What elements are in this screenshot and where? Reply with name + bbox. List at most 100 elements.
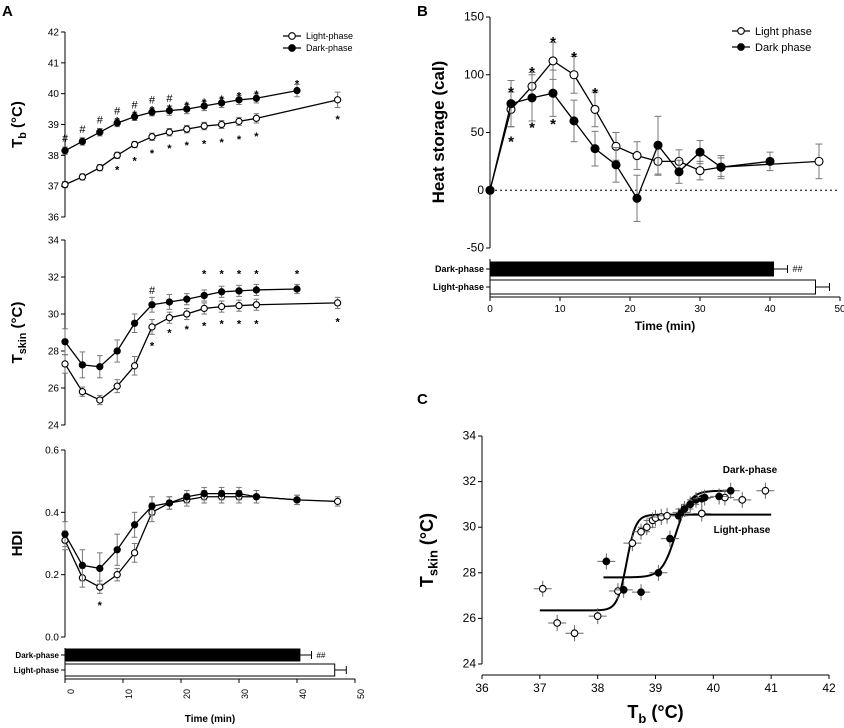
data-point xyxy=(62,339,68,345)
data-point xyxy=(727,487,734,494)
data-point xyxy=(132,363,138,369)
significance-mark: * xyxy=(592,85,598,102)
significance-mark: * xyxy=(185,324,190,336)
data-point xyxy=(132,141,138,147)
x-tick-label: 20 xyxy=(624,304,636,315)
y-tick-label: 36 xyxy=(48,213,60,224)
significance-mark: * xyxy=(508,134,514,151)
significance-mark: * xyxy=(115,165,120,177)
data-point xyxy=(132,320,138,326)
data-point xyxy=(149,134,155,140)
data-point xyxy=(236,288,242,294)
significance-mark: * xyxy=(237,269,242,281)
x-tick-label: 0 xyxy=(66,689,76,694)
data-point xyxy=(681,506,688,513)
bar-category-label: Light-phase xyxy=(433,282,484,292)
data-point xyxy=(571,630,578,637)
significance-mark: * xyxy=(150,105,155,117)
data-point xyxy=(219,491,225,497)
data-point xyxy=(633,152,641,160)
data-point xyxy=(62,182,68,188)
data-point xyxy=(97,565,103,571)
y-tick-label: 34 xyxy=(463,429,477,443)
data-point xyxy=(612,161,620,169)
data-point xyxy=(149,302,155,308)
significance-mark: * xyxy=(335,114,340,126)
data-point xyxy=(549,89,557,97)
data-point xyxy=(184,494,190,500)
legend-marker xyxy=(289,33,296,40)
significance-mark: * xyxy=(132,109,137,121)
data-point xyxy=(766,157,774,165)
data-point xyxy=(335,97,341,103)
significance-mark: # xyxy=(149,285,156,297)
data-point xyxy=(554,620,561,627)
data-point xyxy=(644,524,651,531)
data-point xyxy=(633,194,641,202)
significance-mark: * xyxy=(550,116,556,133)
data-point xyxy=(253,302,259,308)
significance-mark: * xyxy=(132,155,137,167)
y-tick-label: 100 xyxy=(464,67,484,81)
data-point xyxy=(253,115,259,121)
data-point xyxy=(739,497,746,504)
data-point xyxy=(184,296,190,302)
y-tick-label: 0 xyxy=(477,183,484,197)
data-point xyxy=(539,585,546,592)
x-tick-label: 38 xyxy=(591,681,605,695)
data-point xyxy=(638,589,645,596)
data-point xyxy=(603,558,610,565)
y-tick-label: 41 xyxy=(48,58,60,69)
data-point xyxy=(201,491,207,497)
y-tick-label: 30 xyxy=(48,310,60,321)
significance-mark: * xyxy=(202,320,207,332)
data-point xyxy=(655,570,662,577)
data-point xyxy=(184,311,190,317)
significance-mark: * xyxy=(529,120,535,137)
panel-label-c: C xyxy=(417,391,428,408)
data-point xyxy=(219,289,225,295)
x-tick-label: 40 xyxy=(764,304,776,315)
data-point xyxy=(114,383,120,389)
bar-chart: Dark-phase ##Light-phase0 10 20 30 40 50Time (… xyxy=(433,259,844,333)
x-tick-label: 41 xyxy=(764,681,778,695)
legend-marker xyxy=(738,28,745,35)
data-point xyxy=(591,145,599,153)
significance-mark: * xyxy=(219,94,224,106)
significance-mark: # xyxy=(79,124,86,136)
significance-mark: * xyxy=(185,100,190,112)
data-point xyxy=(654,141,662,149)
y-tick-label: 34 xyxy=(48,236,60,247)
legend-label: Light-phase xyxy=(306,31,353,41)
x-axis-title: Time (min) xyxy=(635,319,695,333)
data-point xyxy=(486,186,494,194)
data-point xyxy=(335,498,341,504)
y-axis-label: Tskin (°C) xyxy=(417,513,441,587)
panel-b: -50050100150******* *Light phaseDark phas… xyxy=(429,10,844,334)
data-point xyxy=(166,315,172,321)
bar-light-phase xyxy=(65,664,335,676)
data-point xyxy=(698,510,705,517)
data-point xyxy=(236,118,242,124)
y-tick-label: 150 xyxy=(464,10,484,24)
legend-marker xyxy=(738,44,745,51)
significance-mark: * xyxy=(167,143,172,155)
data-point xyxy=(664,513,671,520)
panel-label-a: A xyxy=(2,3,13,20)
significance-mark: * xyxy=(254,318,259,330)
data-point xyxy=(97,165,103,171)
figure: A B C 36373839404142####*#*#*#* * * * * *****… xyxy=(0,0,844,728)
significance-mark: * xyxy=(254,131,259,143)
bar-category-label: Dark-phase xyxy=(435,264,484,274)
series-line-light-phase xyxy=(65,303,338,400)
bar-category-label: Light-phase xyxy=(14,666,60,675)
y-axis-label: HDI xyxy=(9,531,26,557)
significance-mark: * xyxy=(254,269,259,281)
data-point xyxy=(79,389,85,395)
y-tick-label: 39 xyxy=(48,120,60,131)
y-axis-label: Tb (°C) xyxy=(9,101,29,148)
data-point xyxy=(114,547,120,553)
y-tick-label: 38 xyxy=(48,151,60,162)
significance-mark: * xyxy=(185,140,190,152)
